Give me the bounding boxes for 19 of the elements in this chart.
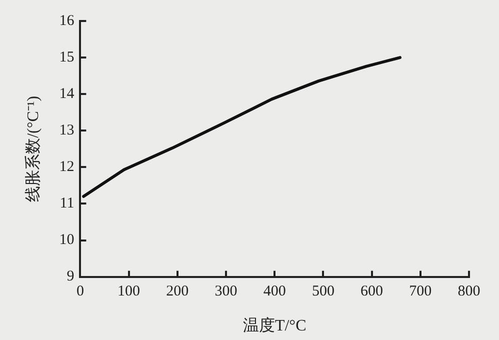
x-tick-label: 800: [458, 284, 480, 300]
y-tick-label: 15: [59, 49, 74, 66]
x-tick-label: 500: [312, 284, 334, 300]
x-tick-label: 400: [263, 284, 286, 300]
y-tick-label: 11: [60, 196, 74, 212]
y-tick-label: 16: [59, 12, 75, 29]
x-tick-label: 0: [76, 284, 84, 300]
y-tick-label: 10: [59, 232, 74, 248]
x-tick-label: 200: [166, 284, 189, 300]
y-tick-label: 13: [59, 122, 74, 139]
y-tick-label: 12: [59, 159, 74, 176]
y-axis-title: 线胀系数/(°C⁻¹): [24, 96, 42, 202]
x-tick-label: 100: [118, 284, 140, 300]
y-tick-label: 14: [59, 86, 75, 102]
x-tick-label: 300: [214, 284, 238, 300]
x-tick-label: 600: [360, 284, 384, 300]
x-tick-label: 700: [409, 284, 432, 300]
y-tick-label: 9: [66, 268, 74, 285]
x-axis-title: 温度T/°C: [242, 316, 306, 335]
